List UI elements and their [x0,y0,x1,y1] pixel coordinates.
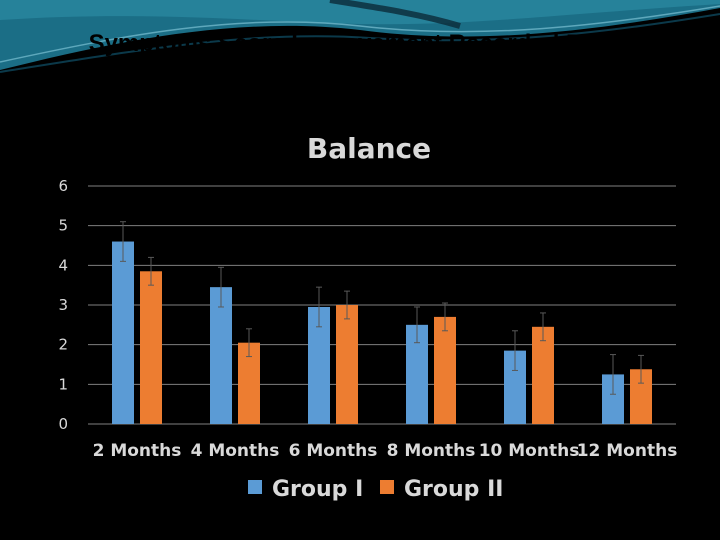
legend-group1-swatch [248,480,262,494]
y-tick-label: 4 [58,256,68,274]
bar-group2 [434,316,456,424]
y-tick-label: 3 [58,296,68,314]
bar-group1 [308,306,330,424]
legend: Group I Group II [248,477,503,502]
x-tick-label: 4 Months [191,441,280,461]
bar-group1 [210,287,232,424]
y-tick-label: 2 [58,336,68,354]
x-tick-label: 10 Months [479,441,580,461]
x-axis-ticks: 2 Months 4 Months 6 Months 8 Months 10 Month… [93,441,678,461]
y-tick-label: 6 [58,177,68,195]
bar-group2 [140,271,162,424]
error-bars [120,221,644,395]
slide-title-line-1: Symptoms Score Improvement Recorded Ever… [88,30,632,57]
bar-group2 [532,326,554,424]
legend-group2-swatch [380,480,394,494]
x-tick-label: 6 Months [289,441,378,461]
legend-group2-label: Group II [404,477,503,502]
y-axis-ticks: 0 1 2 3 4 5 6 [58,177,68,433]
legend-group1-label: Group I [272,477,363,502]
slide-title-line-2: Two Months (1-12): [251,62,469,89]
x-tick-label: 12 Months [577,441,678,461]
slide-title: Symptoms Score Improvement Recorded Ever… [0,28,720,92]
gridlines [88,185,676,425]
y-tick-label: 1 [58,375,68,393]
bar-group1 [112,241,134,424]
bars [112,241,652,424]
bar-group1 [504,350,526,424]
x-tick-label: 2 Months [93,441,182,461]
bar-group2 [630,369,652,424]
x-tick-label: 8 Months [387,441,476,461]
chart-panel: Balance 0 1 2 3 4 5 6 2 Months 4 Months 6 Months… [40,118,690,518]
bar-group2 [238,342,260,424]
header-wave-decoration [0,0,720,73]
bar-group2 [336,305,358,424]
y-tick-label: 5 [58,217,68,235]
balance-bar-chart: Balance 0 1 2 3 4 5 6 2 Months 4 Months 6 Months… [58,132,678,502]
bar-group1 [406,324,428,424]
y-tick-label: 0 [58,415,68,433]
bar-group1 [602,374,624,424]
chart-title: Balance [307,132,431,165]
